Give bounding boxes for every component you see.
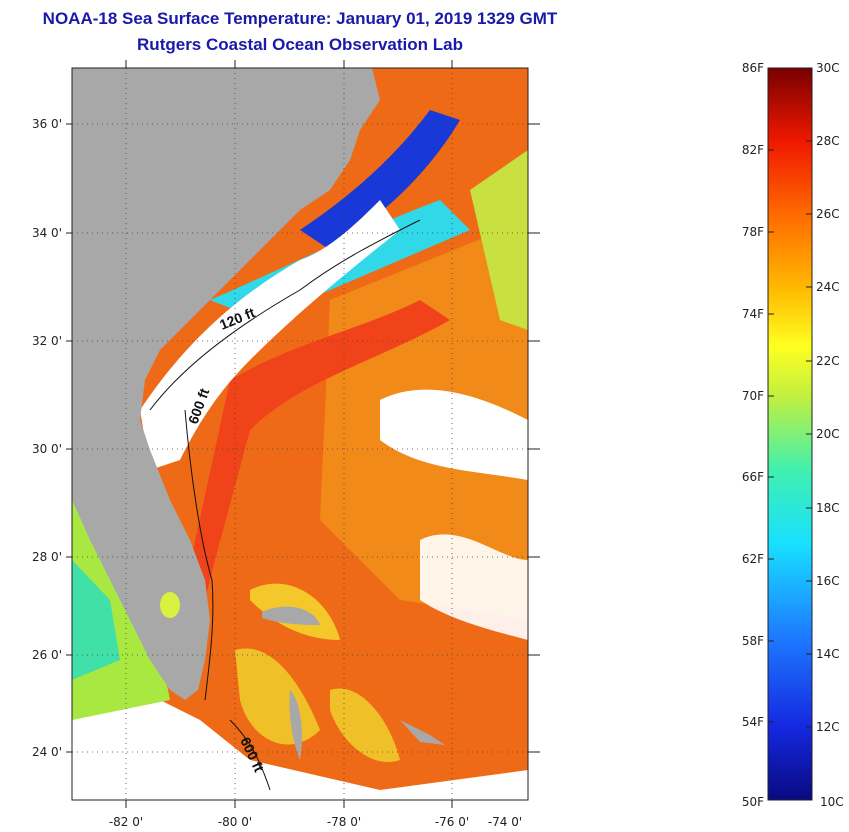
colorbar-gradient — [767, 67, 813, 801]
colorbar-c-label-26: 26C — [816, 207, 840, 221]
map-subtitle: Rutgers Coastal Ocean Observation Lab — [137, 35, 463, 54]
colorbar-c-label-24: 24C — [816, 280, 840, 294]
colorbar-f-label-82: 82F — [742, 143, 764, 157]
bahamas-bank-east — [330, 688, 400, 762]
colorbar-c-label-12: 12C — [816, 720, 840, 734]
map-title: NOAA-18 Sea Surface Temperature: January… — [42, 9, 558, 28]
lat-label-30: 30 0' — [32, 442, 62, 456]
lon-label-78: -78 0' — [327, 815, 361, 829]
colorbar-f-label-66: 66F — [742, 470, 764, 484]
frame-ticks — [66, 60, 540, 808]
contour-120ft — [149, 219, 421, 411]
colorbar-f-label-86: 86F — [742, 61, 764, 75]
colorbar-f-label-74: 74F — [742, 307, 764, 321]
cloud-cover-offshore — [380, 389, 528, 480]
gulf-stream-core — [180, 300, 450, 610]
colorbar-f-label-78: 78F — [742, 225, 764, 239]
lon-label-76: -76 0' — [435, 815, 469, 829]
map-frame — [71, 67, 529, 801]
ocean-cool-patch — [470, 150, 528, 330]
island-andros — [289, 690, 302, 760]
colorbar-c-label-10: 10C — [820, 795, 844, 809]
lat-label-36: 36 0' — [32, 117, 62, 131]
lon-label-82: -82 0' — [109, 815, 143, 829]
gulf-coastal-water — [72, 560, 120, 680]
lat-label-26: 26 0' — [32, 648, 62, 662]
colorbar-c-label-22: 22C — [816, 354, 840, 368]
colorbar-f-label-70: 70F — [742, 389, 764, 403]
lon-label-74: -74 0' — [488, 815, 522, 829]
lat-label-24: 24 0' — [32, 745, 62, 759]
land-southeast-us — [72, 68, 380, 700]
colorbar-f-label-54: 54F — [742, 715, 764, 729]
lon-label-80: -80 0' — [218, 815, 252, 829]
island-grand-bahama — [262, 606, 320, 625]
shelf-water-blue — [300, 110, 460, 250]
island-eleuthera — [400, 720, 445, 745]
colorbar-c-label-14: 14C — [816, 647, 840, 661]
contour-600ft-florida — [184, 409, 214, 701]
lat-label-32: 32 0' — [32, 334, 62, 348]
colorbar-f-label-62: 62F — [742, 552, 764, 566]
colorbar-c-label-28: 28C — [816, 134, 840, 148]
cloud-cover-east — [420, 534, 528, 640]
contour-600ft-bahamas — [229, 719, 271, 791]
colorbar-c-label-16: 16C — [816, 574, 840, 588]
colorbar-c-label-30: 30C — [816, 61, 840, 75]
lat-label-28: 28 0' — [32, 550, 62, 564]
graticule — [72, 68, 528, 800]
lake-okeechobee — [160, 592, 180, 618]
colorbar-ticks — [768, 140, 812, 728]
colorbar-f-label-58: 58F — [742, 634, 764, 648]
cloud-cover-south — [72, 690, 528, 800]
lat-label-34: 34 0' — [32, 226, 62, 240]
colorbar-f-label-50: 50F — [742, 795, 764, 809]
map-panel — [72, 68, 528, 800]
colorbar-c-label-20: 20C — [816, 427, 840, 441]
colorbar-c-label-18: 18C — [816, 501, 840, 515]
cloud-cover-shelf — [140, 200, 400, 470]
colorbar: 86F 82F 78F 74F 70F 66F 62F 58F 54F 50F … — [742, 61, 844, 809]
